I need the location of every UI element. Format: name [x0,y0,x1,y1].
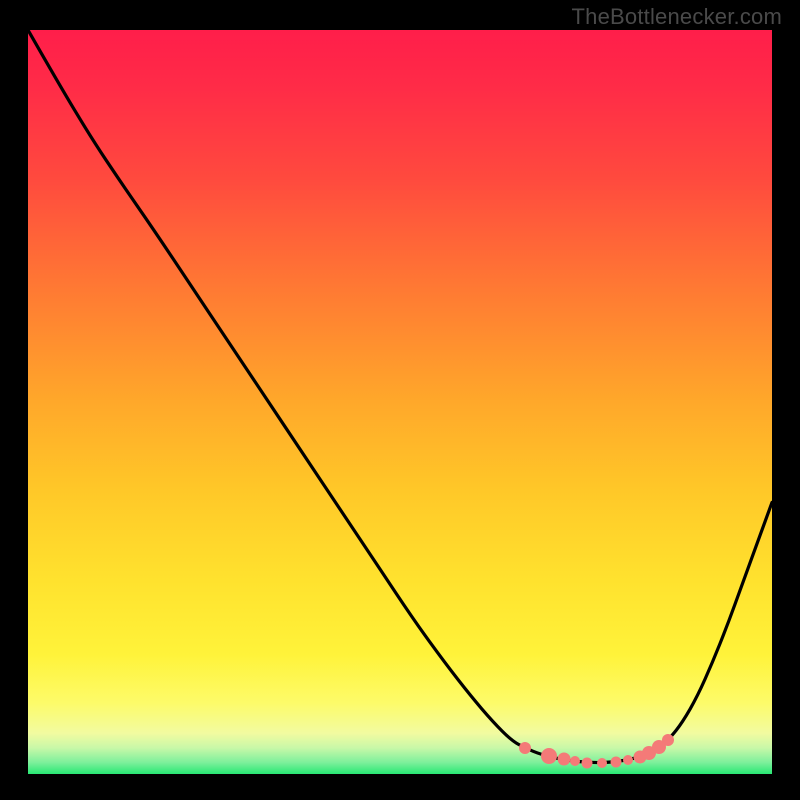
data-point [519,742,531,754]
data-point [570,756,580,766]
data-points-layer [28,30,772,774]
data-point [623,755,633,765]
data-point [557,753,570,766]
data-point [541,748,557,764]
plot-area [28,30,772,774]
data-point [597,758,607,768]
data-point [610,757,621,768]
attribution-text: TheBottlenecker.com [572,4,782,30]
data-point [582,757,593,768]
data-point [662,734,674,746]
